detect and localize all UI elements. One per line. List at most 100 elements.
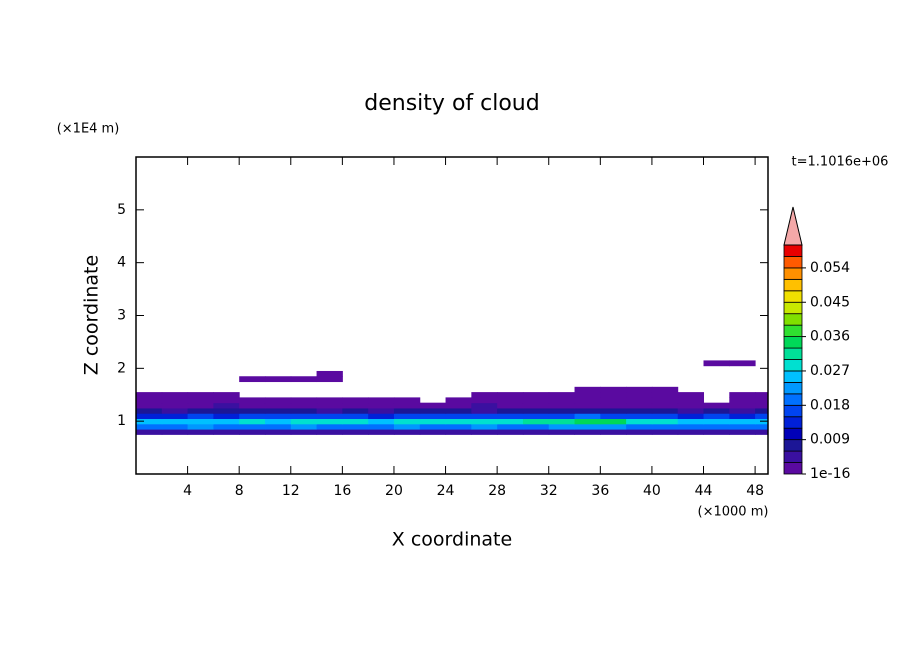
y-tick-label: 1 <box>117 413 126 429</box>
contour-cell <box>290 402 318 409</box>
contour-cell <box>445 402 472 409</box>
contour-cell <box>755 407 769 414</box>
contour-cell <box>213 423 240 430</box>
contour-cell <box>574 392 601 398</box>
contour-cell <box>213 413 240 420</box>
contour-cell <box>342 429 369 435</box>
contour-cell <box>161 407 189 414</box>
x-tick-label: 20 <box>385 483 403 499</box>
contour-cell <box>393 413 421 420</box>
contour-cell <box>213 407 240 414</box>
contour-cell <box>368 407 395 414</box>
contour-cell <box>368 423 395 430</box>
contour-cell <box>651 386 679 393</box>
contour-cell <box>393 418 421 425</box>
contour-cell <box>574 418 601 425</box>
contour-cell <box>290 429 318 435</box>
contour-cell <box>264 376 292 383</box>
contour-cell <box>600 402 627 409</box>
x-tick-label: 12 <box>282 483 300 499</box>
contour-cell <box>419 418 447 425</box>
contour-cell <box>522 397 550 404</box>
contour-cell <box>213 418 240 425</box>
contour-cell <box>729 418 756 425</box>
contour-cell <box>497 397 524 404</box>
contour-cell <box>755 429 769 435</box>
colorbar-box <box>783 359 803 372</box>
contour-cell <box>703 423 730 430</box>
x-tick-label: 8 <box>235 483 244 499</box>
contour-cell <box>522 429 550 435</box>
contour-cell <box>522 423 550 430</box>
y-unit: (×1E4 m) <box>57 122 120 137</box>
x-tick-label: 40 <box>643 483 661 499</box>
colorbar-box <box>783 416 803 429</box>
colorbar-box <box>783 381 803 395</box>
x-axis-label: X coordinate <box>392 529 512 551</box>
contour-cell <box>161 402 189 409</box>
contour-cell <box>445 413 472 420</box>
contour-cell <box>497 407 524 414</box>
contour-cell <box>445 423 472 430</box>
contour-cell <box>729 413 756 420</box>
contour-cell <box>574 429 601 435</box>
contour-cell <box>445 429 472 435</box>
contour-cell <box>626 413 653 420</box>
contour-cell <box>187 402 214 409</box>
contour-cell <box>393 397 421 404</box>
contour-cell <box>264 407 292 414</box>
contour-cell <box>342 418 369 425</box>
contour-cell <box>755 392 769 398</box>
contour-cell <box>419 429 447 435</box>
contour-cell <box>213 402 240 409</box>
contour-cell <box>471 397 498 404</box>
colorbar-label: 0.036 <box>810 329 850 345</box>
contour-cell <box>419 402 447 409</box>
contour-cell <box>136 402 163 409</box>
contour-cell <box>161 397 189 404</box>
contour-cell <box>497 402 524 409</box>
y-tick-label: 2 <box>117 360 126 376</box>
contour-cell <box>677 418 705 425</box>
contour-cell <box>136 397 163 404</box>
contour-cell <box>316 407 343 414</box>
contour-cell <box>187 397 214 404</box>
colorbar-box <box>783 256 803 269</box>
contour-cell <box>264 418 292 425</box>
colorbar-box <box>783 427 803 441</box>
contour-cell <box>290 423 318 430</box>
contour-cell <box>471 413 498 420</box>
contour-cell <box>316 402 343 409</box>
contour-cell <box>393 423 421 430</box>
contour-cell <box>522 418 550 425</box>
contour-cell <box>703 402 730 409</box>
contour-cell <box>316 376 343 383</box>
colorbar-extension <box>783 206 803 246</box>
contour-cell <box>755 397 769 404</box>
contour-cell <box>136 392 163 398</box>
contour-cell <box>419 407 447 414</box>
contour-cell <box>651 429 679 435</box>
contour-cell <box>239 413 266 420</box>
contour-cell <box>239 397 266 404</box>
contour-cell <box>626 423 653 430</box>
contour-cell <box>264 402 292 409</box>
contour-cell <box>574 386 601 393</box>
contour-cell <box>522 407 550 414</box>
contour-cell <box>651 407 679 414</box>
contour-cell <box>548 413 576 420</box>
contour-cell <box>187 413 214 420</box>
contour-cell <box>522 392 550 398</box>
contour-cell <box>548 407 576 414</box>
contour-cell <box>548 418 576 425</box>
contour-cell <box>419 423 447 430</box>
contour-cell <box>239 376 266 383</box>
contour-cell <box>213 392 240 398</box>
contour-cell <box>703 360 730 367</box>
contour-cell <box>548 402 576 409</box>
contour-cell <box>161 423 189 430</box>
x-tick-label: 24 <box>437 483 455 499</box>
contour-cell <box>290 413 318 420</box>
contour-cell <box>239 418 266 425</box>
